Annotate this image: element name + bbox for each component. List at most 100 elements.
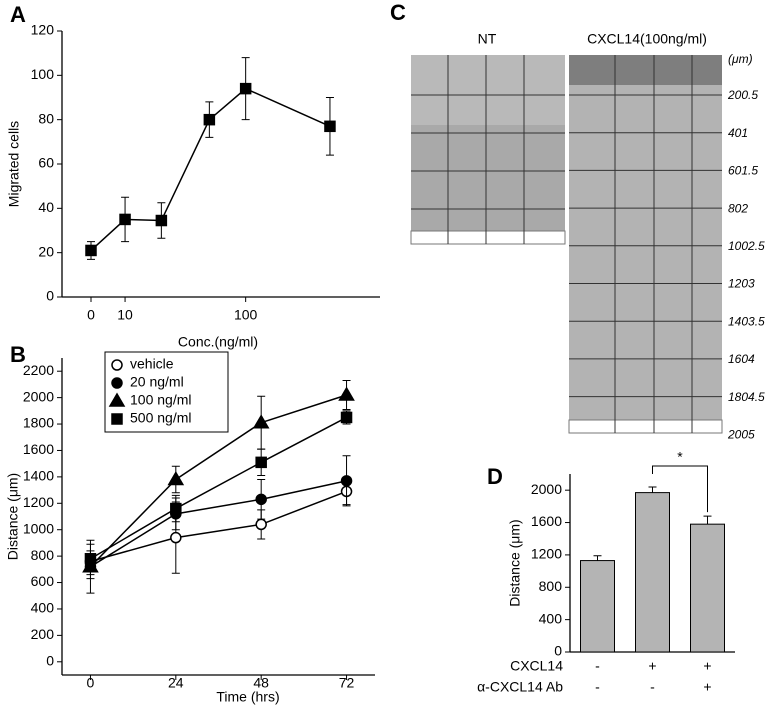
legend-label: 100 ng/ml [130,392,191,408]
image-label: NT [478,31,497,47]
y-tick-label: 1200 [531,546,562,562]
y-tick-label: 60 [38,155,54,171]
image-region [411,55,565,125]
significance-bracket [652,465,708,513]
y-tick-label: 20 [38,243,54,259]
legend-box [104,351,229,433]
marker [252,414,270,429]
y-tick-label: 800 [31,547,55,563]
marker [170,531,182,544]
y-tick-label: 1800 [23,415,54,431]
marker [170,502,182,515]
x-tick-label: 100 [234,307,258,323]
panel-letter: C [390,0,406,25]
condition-sign: + [703,658,711,674]
image-margin [410,230,566,245]
y-tick-label: 2000 [23,388,54,404]
marker [239,82,252,95]
distance-label: 1604 [728,352,755,366]
y-tick-label: 0 [46,288,54,304]
y-tick-label: 40 [38,199,54,215]
distance-label: 802 [728,201,748,215]
distance-label: 2005 [727,427,755,441]
y-tick-label: 0 [554,643,562,659]
marker [338,386,355,401]
marker [167,471,185,486]
significance-label: * [677,449,683,465]
legend-marker [111,377,123,389]
y-tick-label: 80 [38,110,54,126]
line [90,480,347,568]
x-tick-label: 10 [117,307,133,323]
y-tick-label: 100 [31,66,55,82]
x-axis-label: Conc.(ng/ml) [178,334,258,350]
condition-label: CXCL14 [510,658,563,674]
condition-sign: + [703,679,711,695]
distance-label: 1203 [728,277,755,291]
marker [340,411,353,424]
image-region [569,55,722,85]
marker [85,244,97,257]
x-tick-label: 48 [253,675,269,691]
marker [155,214,168,227]
y-tick-label: 0 [46,652,54,668]
marker [119,213,131,226]
y-tick-label: 2000 [531,481,562,497]
y-tick-label: 600 [31,573,55,589]
legend-marker [111,359,123,371]
y-tick-label: 2200 [23,362,54,378]
y-tick-label: 1200 [23,494,54,510]
panel-letter: B [10,342,26,367]
marker [203,113,216,126]
marker [255,456,267,469]
x-tick-label: 24 [168,675,184,691]
legend-marker [108,392,126,407]
legend-label: 500 ng/ml [130,410,191,426]
line [90,87,331,252]
y-tick-label: 200 [31,626,55,642]
marker [84,553,97,565]
condition-sign: - [595,658,600,674]
line [90,416,347,560]
micrograph [410,55,723,434]
y-tick-label: 400 [31,600,55,616]
x-tick-label: 0 [87,307,95,323]
panel-letter: A [10,2,26,27]
y-axis-label: Distance (μm) [507,519,523,606]
y-tick-label: 1600 [531,513,562,529]
image-cxcl14 [569,55,722,420]
condition-label: α-CXCL14 Ab [477,679,563,695]
marker [340,475,353,487]
bar [690,523,725,653]
x-axis-label: Time (hrs) [216,689,279,705]
distance-label: 401 [728,126,748,140]
image-margin [568,419,723,434]
y-tick-label: 120 [31,22,55,38]
distance-label: 1002.5 [728,239,765,253]
line [90,490,347,563]
legend-label: 20 ng/ml [130,374,184,390]
panel-letter: D [487,464,503,489]
condition-sign: + [648,658,656,674]
y-tick-label: 1000 [23,520,54,536]
y-tick-label: 1400 [23,468,54,484]
x-tick-label: 0 [87,675,95,691]
marker [255,518,267,531]
legend-label: vehicle [130,356,174,372]
distance-label: 1804.5 [728,390,765,404]
y-tick-label: 800 [539,578,563,594]
x-tick-label: 72 [339,675,355,691]
unit-label: (μm) [728,52,753,66]
distance-label: 200.5 [727,88,758,102]
image-label: CXCL14(100ng/ml) [587,31,707,47]
bar [580,560,615,653]
grid [411,55,693,433]
bar [635,492,670,653]
marker [255,493,267,506]
legend-marker [111,413,123,425]
marker [324,120,336,133]
y-axis-label: Distance (μm) [5,473,21,560]
y-axis-label: Migrated cells [6,121,22,207]
